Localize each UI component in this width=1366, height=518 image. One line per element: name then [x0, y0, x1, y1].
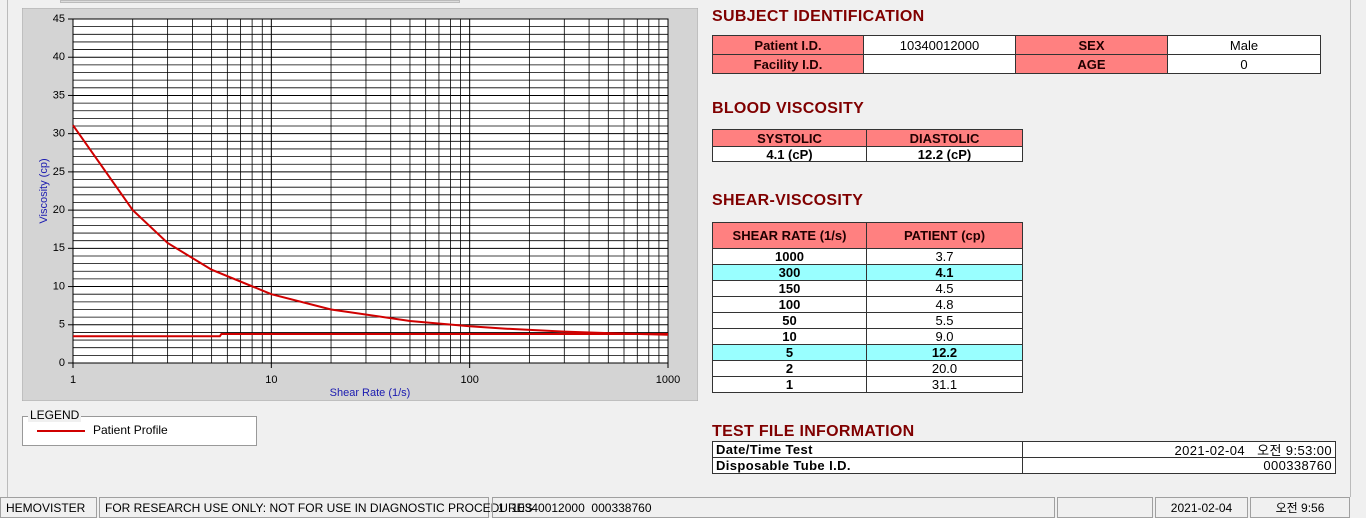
- x-tick-label: 1000: [656, 374, 680, 386]
- plot-border: [72, 18, 669, 364]
- field-label: Date/Time Test: [712, 441, 1023, 458]
- y-tick-label: 45: [53, 13, 65, 25]
- y-tick-label: 5: [59, 319, 65, 331]
- legend-swatch: [37, 430, 85, 432]
- field-label: Patient I.D.: [712, 35, 864, 55]
- y-tick-label: 10: [53, 280, 65, 292]
- x-tick-label: 100: [460, 374, 478, 386]
- table-cell: 1: [712, 376, 867, 393]
- table-cell: 2: [712, 360, 867, 377]
- data-line: [72, 124, 669, 336]
- column-header: PATIENT (cp): [866, 222, 1023, 249]
- y-axis-label: Viscosity (cp): [38, 158, 50, 223]
- y-tick-label: 40: [53, 51, 65, 63]
- tab-strip: [60, 0, 460, 3]
- field-label: Disposable Tube I.D.: [712, 457, 1023, 474]
- y-tick-label: 25: [53, 166, 65, 178]
- status-cell: HEMOVISTER: [0, 497, 97, 518]
- column-header: SYSTOLIC: [712, 129, 867, 147]
- legend-entry: Patient Profile: [93, 423, 168, 437]
- section-title: BLOOD VISCOSITY: [712, 100, 865, 117]
- y-tick-label: 0: [59, 357, 65, 369]
- table-cell: 4.8: [866, 296, 1023, 313]
- x-axis-label: Shear Rate (1/s): [330, 387, 411, 399]
- y-tick-label: 20: [53, 204, 65, 216]
- table-cell: 1000: [712, 248, 867, 265]
- table-cell: 10: [712, 328, 867, 345]
- field-value: 0: [1167, 54, 1321, 74]
- legend-title: LEGEND: [28, 408, 82, 422]
- table-cell: 5: [712, 344, 867, 361]
- field-value: 000338760: [1022, 457, 1336, 474]
- table-cell: 150: [712, 280, 867, 297]
- table-value: 4.1 (cP): [712, 146, 867, 162]
- table-value: 12.2 (cP): [866, 146, 1023, 162]
- status-cell: 1 10340012000 000338760: [492, 497, 1055, 518]
- x-tick-label: 10: [265, 374, 277, 386]
- table-cell: 9.0: [866, 328, 1023, 345]
- table-cell: 3.7: [866, 248, 1023, 265]
- status-cell: FOR RESEARCH USE ONLY: NOT FOR USE IN DI…: [99, 497, 533, 518]
- table-cell: 4.1: [866, 264, 1023, 281]
- column-header: SHEAR RATE (1/s): [712, 222, 867, 249]
- plot-area: [73, 19, 668, 363]
- y-tick-label: 15: [53, 242, 65, 254]
- table-cell: 50: [712, 312, 867, 329]
- table-cell: 5.5: [866, 312, 1023, 329]
- field-value: 10340012000: [863, 35, 1016, 55]
- status-cell: 2021-02-04: [1155, 497, 1248, 518]
- y-tick-label: 30: [53, 128, 65, 140]
- field-value: [863, 54, 1016, 74]
- field-value: 2021-02-04 오전 9:53:00: [1022, 441, 1336, 458]
- field-value: Male: [1167, 35, 1321, 55]
- table-cell: 31.1: [866, 376, 1023, 393]
- table-cell: 300: [712, 264, 867, 281]
- table-cell: 4.5: [866, 280, 1023, 297]
- column-header: DIASTOLIC: [866, 129, 1023, 147]
- field-label: Facility I.D.: [712, 54, 864, 74]
- status-cell: [1057, 497, 1153, 518]
- field-label: AGE: [1015, 54, 1168, 74]
- table-cell: 20.0: [866, 360, 1023, 377]
- data-line: [73, 332, 668, 338]
- section-title: SHEAR-VISCOSITY: [712, 192, 864, 209]
- table-cell: 12.2: [866, 344, 1023, 361]
- y-tick-label: 35: [53, 89, 65, 101]
- x-tick-label: 1: [70, 374, 76, 386]
- field-label: SEX: [1015, 35, 1168, 55]
- status-cell: 오전 9:56: [1250, 497, 1350, 518]
- chart: Shear Rate (1/s) Viscosity (cp) 1 10 100 10…: [22, 8, 698, 401]
- section-title: TEST FILE INFORMATION: [712, 423, 915, 440]
- left-edge: [0, 0, 8, 497]
- section-title: SUBJECT IDENTIFICATION: [712, 8, 925, 25]
- table-cell: 100: [712, 296, 867, 313]
- right-edge: [1350, 0, 1366, 497]
